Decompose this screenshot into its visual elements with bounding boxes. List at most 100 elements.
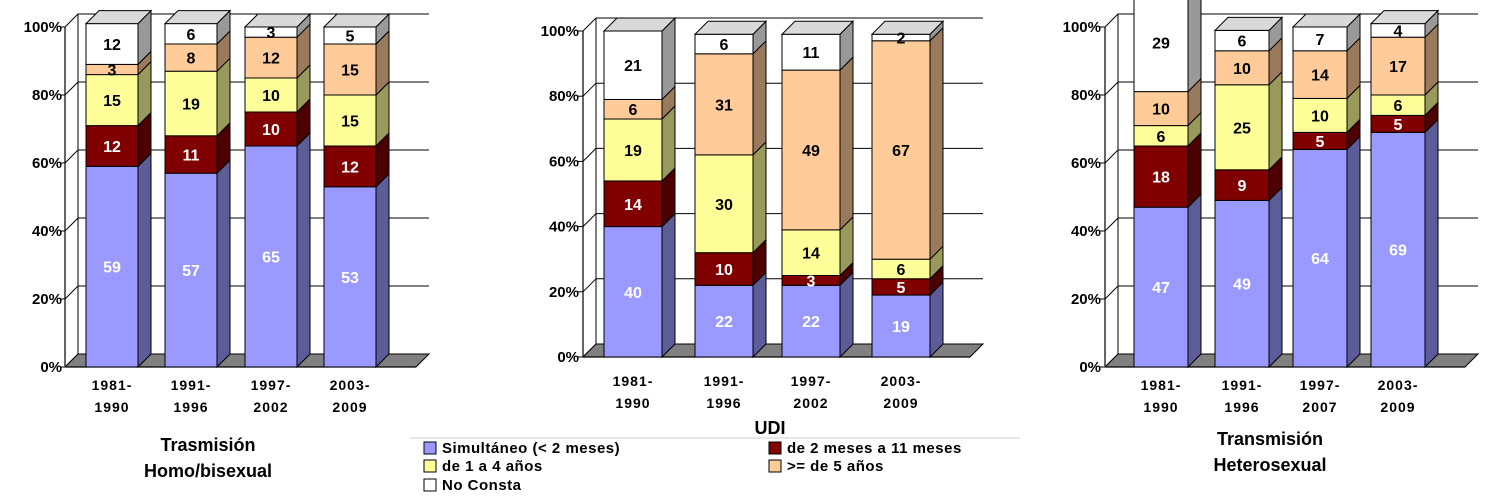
bar-segment-side — [661, 212, 676, 359]
bar-top — [84, 10, 153, 25]
y-tick-label: 100% — [24, 19, 62, 36]
legend-item: Simultáneo (< 2 meses) — [423, 440, 620, 457]
bar-segment — [781, 284, 841, 358]
bar-segment-side — [375, 172, 390, 369]
gridline-side — [64, 149, 79, 164]
bar-segment — [871, 40, 931, 260]
chart-1: 0% 20% 40% 60% 80% 100% 1981- 1990 1991- 1996 1997… — [24, 9, 431, 481]
bar-segment — [1133, 206, 1189, 368]
bar-segment-side — [1187, 192, 1202, 369]
legend: Simultáneo (< 2 meses) de 2 meses a 11 me… — [410, 437, 1020, 494]
bar-segment — [694, 154, 754, 254]
data-label: 22 — [715, 314, 733, 331]
data-label: 9 — [1238, 178, 1247, 195]
bar-segment — [244, 145, 298, 368]
legend-item: >= de 5 años — [768, 458, 883, 475]
data-label: 6 — [1157, 129, 1166, 146]
gridline-side — [582, 17, 597, 32]
bar-segment-side — [1268, 186, 1283, 369]
bar-segment — [1292, 97, 1348, 133]
bar-top — [322, 13, 391, 28]
bar-segment-side — [839, 55, 854, 232]
x-tick-label: 1996 — [706, 395, 741, 411]
gridline-side — [582, 278, 597, 293]
bar-segment-side — [752, 39, 767, 157]
x-tick-label: 1997- — [251, 377, 292, 393]
bar-top — [602, 17, 677, 32]
bar-segment-side — [1346, 135, 1361, 369]
legend-item: de 1 a 4 años — [423, 458, 543, 475]
gridline-side — [1104, 285, 1119, 300]
data-label: 69 — [1389, 243, 1407, 260]
y-tick-label: 40% — [549, 219, 579, 236]
bar-top — [243, 13, 312, 28]
data-label: 10 — [1233, 61, 1251, 78]
bar-segment — [603, 118, 663, 182]
x-tick-label: 1981- — [92, 377, 133, 393]
legend-swatch — [423, 441, 437, 455]
data-label: 6 — [187, 27, 196, 44]
data-label: 3 — [108, 63, 117, 80]
data-label: 12 — [103, 139, 121, 156]
chart-title: Trasmisión — [160, 435, 255, 455]
bar-segment-side — [216, 158, 231, 369]
x-tick-label: 1981- — [1141, 377, 1182, 393]
chart-2: 0% 20% 40% 60% 80% 100% 1981- 1990 1991- 1996 1997… — [541, 16, 985, 438]
data-label: 22 — [802, 314, 820, 331]
bar-segment-side — [1187, 0, 1202, 93]
x-tick-label: 2002 — [253, 399, 288, 415]
bar-segment — [603, 180, 663, 228]
bar-segment — [1292, 148, 1348, 368]
x-tick-label: 1991- — [171, 377, 212, 393]
data-label: 49 — [1233, 277, 1251, 294]
legend-label: de 1 a 4 años — [442, 458, 543, 475]
chart-title: UDI — [755, 418, 786, 438]
data-label: 6 — [720, 37, 729, 54]
data-label: 8 — [187, 51, 196, 68]
bar-segment — [323, 43, 377, 96]
data-label: 12 — [103, 37, 121, 54]
bar-segment — [1370, 36, 1426, 96]
x-tick-label: 2007 — [1302, 399, 1337, 415]
x-tick-label: 1996 — [1224, 399, 1259, 415]
bar-segment-side — [1424, 118, 1439, 369]
x-tick-label: 2003- — [881, 373, 922, 389]
bar-segment-side — [137, 152, 152, 369]
legend-item: de 2 meses a 11 meses — [768, 440, 961, 457]
data-label: 5 — [1394, 117, 1403, 134]
y-tick-label: 20% — [1071, 291, 1101, 308]
data-label: 14 — [802, 246, 820, 263]
y-tick-label: 0% — [40, 359, 62, 376]
data-label: 19 — [182, 97, 200, 114]
bar-segment — [244, 36, 298, 79]
x-tick-label: 1991- — [1222, 377, 1263, 393]
gridline-side — [64, 217, 79, 232]
gridline-side — [64, 285, 79, 300]
legend-item: No Consta — [423, 477, 521, 494]
y-tick-label: 20% — [549, 284, 579, 301]
data-label: 57 — [182, 263, 200, 280]
bar-segment — [1214, 169, 1270, 201]
data-label: 21 — [624, 58, 642, 75]
x-tick-label: 2009 — [332, 399, 367, 415]
bar-segment — [694, 284, 754, 358]
gridline-side — [582, 148, 597, 162]
bar-segment — [85, 165, 139, 368]
data-label: 30 — [715, 197, 733, 214]
data-label: 6 — [1394, 98, 1403, 115]
x-tick-label: 2002 — [793, 395, 828, 411]
data-label: 15 — [341, 114, 359, 131]
x-tick-label: 1997- — [791, 373, 832, 389]
gridline-side — [64, 81, 79, 96]
data-label: 67 — [892, 143, 910, 160]
gridline-side — [1104, 217, 1119, 232]
data-label: 6 — [1238, 34, 1247, 51]
gridline-side — [1104, 149, 1119, 164]
bar-segment — [781, 229, 841, 276]
x-tick-label: 1990 — [615, 395, 650, 411]
data-label: 10 — [262, 88, 280, 105]
bar-segment — [323, 94, 377, 147]
chart-title: Transmisión — [1217, 429, 1323, 449]
bar-top — [1213, 16, 1284, 31]
data-label: 2 — [897, 31, 906, 48]
